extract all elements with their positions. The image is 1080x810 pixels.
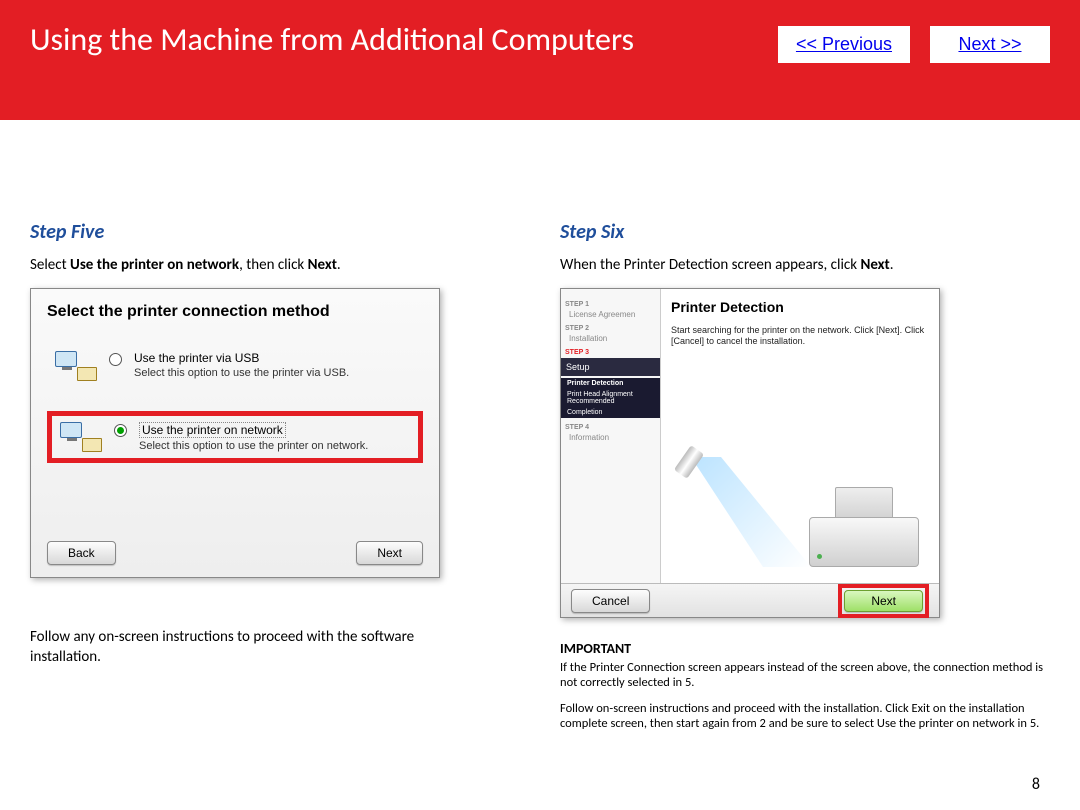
dialog-footer: Back Next bbox=[47, 541, 423, 565]
opt-sub: Select this option to use the printer vi… bbox=[134, 367, 349, 379]
step-six-title: Step Six bbox=[560, 220, 1050, 244]
important-heading: IMPORTANT bbox=[560, 640, 1050, 658]
step-five-desc: Select Use the printer on network, then … bbox=[30, 256, 520, 274]
text: , then click bbox=[239, 256, 308, 274]
sb-sub-detection: Printer Detection bbox=[561, 378, 660, 389]
dialog-footer: Cancel Next bbox=[561, 583, 939, 617]
step-five-title: Step Five bbox=[30, 220, 520, 244]
option-usb: Use the printer via USB Select this opti… bbox=[47, 345, 423, 387]
network-icon bbox=[60, 422, 102, 452]
important-p2: Follow on-screen instructions and procee… bbox=[560, 701, 1050, 732]
sb-step2: STEP 2 bbox=[565, 325, 656, 332]
text: When the Printer Detection screen appear… bbox=[560, 256, 860, 274]
step-six-desc: When the Printer Detection screen appear… bbox=[560, 256, 1050, 274]
cancel-button: Cancel bbox=[571, 589, 650, 613]
detection-title: Printer Detection bbox=[671, 299, 929, 315]
text-bold: Next bbox=[860, 256, 889, 274]
page-title: Using the Machine from Additional Comput… bbox=[30, 20, 634, 59]
text-bold: Next bbox=[308, 256, 337, 274]
option-network-text: Use the printer on network Select this o… bbox=[139, 422, 368, 452]
sb-step4: STEP 4 bbox=[565, 424, 656, 431]
sb-item: License Agreemen bbox=[569, 310, 656, 319]
next-button[interactable]: Next >> bbox=[930, 26, 1050, 63]
usb-icon bbox=[55, 351, 97, 381]
radio-usb bbox=[109, 353, 122, 366]
next-button-dialog: Next bbox=[356, 541, 423, 565]
text: Select bbox=[30, 256, 70, 274]
step6-dialog-screenshot: STEP 1 License Agreemen STEP 2 Installat… bbox=[560, 288, 940, 618]
option-network-highlighted: Use the printer on network Select this o… bbox=[47, 411, 423, 463]
header-bar: Using the Machine from Additional Comput… bbox=[0, 0, 1080, 120]
step5-follow-text: Follow any on-screen instructions to pro… bbox=[30, 628, 440, 667]
important-block: IMPORTANT If the Printer Connection scre… bbox=[560, 640, 1050, 732]
sb-sub-completion: Completion bbox=[561, 407, 660, 418]
flashlight-icon bbox=[681, 447, 711, 487]
sb-sub-alignment: Print Head Alignment Recommended bbox=[561, 389, 660, 407]
next-highlight: Next bbox=[838, 584, 929, 618]
opt-sub: Select this option to use the printer on… bbox=[139, 440, 368, 452]
text-bold: Use the printer on network bbox=[70, 256, 239, 274]
sb-item: Information bbox=[569, 433, 656, 442]
sb-step3: STEP 3 bbox=[565, 349, 656, 356]
sb-setup: Setup bbox=[561, 358, 660, 376]
text: . bbox=[337, 256, 341, 274]
detection-text: Start searching for the printer on the n… bbox=[671, 325, 929, 347]
wizard-main: Printer Detection Start searching for th… bbox=[661, 289, 939, 583]
step-six-column: Step Six When the Printer Detection scre… bbox=[560, 220, 1050, 742]
sb-item: Installation bbox=[569, 334, 656, 343]
step5-dialog-screenshot: Select the printer connection method Use… bbox=[30, 288, 440, 578]
dialog-title: Select the printer connection method bbox=[47, 303, 423, 321]
page-number: 8 bbox=[1032, 775, 1040, 794]
radio-network bbox=[114, 424, 127, 437]
step-five-column: Step Five Select Use the printer on netw… bbox=[30, 220, 520, 742]
dialog-body: STEP 1 License Agreemen STEP 2 Installat… bbox=[561, 289, 939, 583]
opt-label: Use the printer via USB bbox=[134, 351, 349, 365]
content: Step Five Select Use the printer on netw… bbox=[0, 120, 1080, 742]
detection-graphic bbox=[661, 447, 939, 577]
opt-label: Use the printer on network bbox=[139, 422, 286, 438]
option-usb-text: Use the printer via USB Select this opti… bbox=[134, 351, 349, 379]
text: . bbox=[890, 256, 894, 274]
nav-buttons: << Previous Next >> bbox=[778, 26, 1050, 63]
next-button-dialog: Next bbox=[844, 590, 923, 612]
previous-button[interactable]: << Previous bbox=[778, 26, 910, 63]
back-button: Back bbox=[47, 541, 116, 565]
printer-icon bbox=[809, 487, 919, 567]
wizard-sidebar: STEP 1 License Agreemen STEP 2 Installat… bbox=[561, 289, 661, 583]
sb-step1: STEP 1 bbox=[565, 301, 656, 308]
important-p1: If the Printer Connection screen appears… bbox=[560, 660, 1050, 691]
